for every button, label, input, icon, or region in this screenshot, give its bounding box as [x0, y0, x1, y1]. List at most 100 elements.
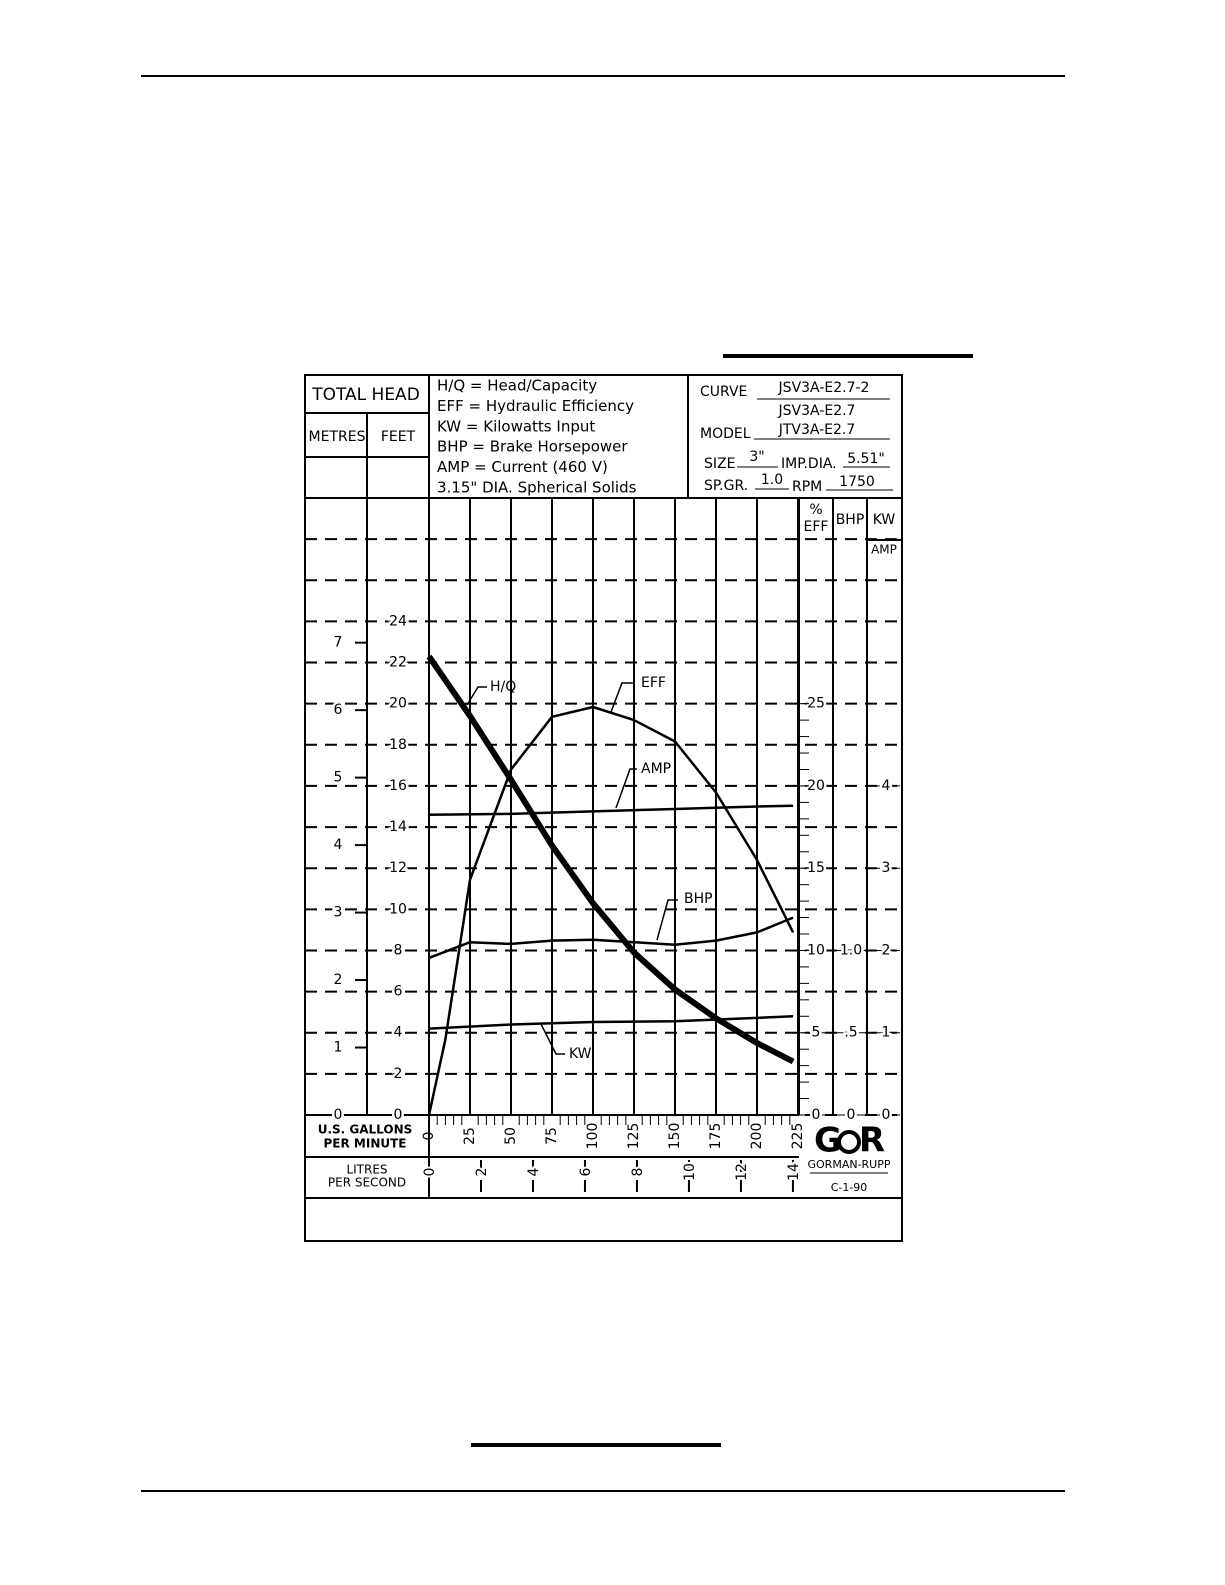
axis-header: AMP [871, 543, 897, 557]
series-line [427, 705, 795, 1116]
info-value: 3" [749, 449, 764, 465]
axis-header: BHP [836, 512, 865, 528]
series-line [426, 654, 795, 1065]
x-axis-label: U.S. GALLONS [318, 1123, 413, 1137]
legend-text: EFF = Hydraulic Efficiency [437, 397, 634, 415]
info-label: MODEL [700, 426, 751, 442]
info-label: CURVE [700, 384, 747, 400]
y2-tick-label: 15 [807, 860, 825, 876]
chart-frame [304, 374, 903, 1242]
y2-tick-label: 20 [807, 778, 825, 794]
y2-tick-label: 10 [807, 942, 825, 958]
y-tick-label: 0 [394, 1107, 403, 1123]
y-tick-label: 14 [389, 819, 407, 835]
y-tick-label: 4 [394, 1025, 403, 1041]
y2-tick-label: 0 [882, 1107, 891, 1123]
legend-text: H/Q = Head/Capacity [437, 377, 597, 395]
y-tick-label: 3 [334, 905, 343, 921]
x2-tick-label: 4 [526, 1167, 542, 1176]
x2-tick-label: 14 [786, 1163, 802, 1181]
series-label: H/Q [490, 679, 516, 695]
series-label: EFF [641, 675, 666, 691]
legend-text: KW = Kilowatts Input [437, 417, 595, 435]
x2-tick-label: 12 [734, 1163, 750, 1181]
info-value: JSV3A-E2.7-2 [778, 380, 870, 396]
x2-tick-label: 10 [682, 1163, 698, 1181]
y2-tick-label: 0 [812, 1107, 821, 1123]
x-tick-label: 175 [708, 1123, 724, 1150]
y-tick-label: 16 [389, 778, 407, 794]
y-tick-label: 6 [334, 702, 343, 718]
x2-tick-label: 6 [578, 1167, 594, 1176]
x-tick-label: 100 [585, 1123, 601, 1150]
y-tick-label: 4 [334, 837, 343, 853]
axis-header: EFF [804, 519, 829, 535]
series-line [428, 916, 794, 960]
x2-tick-label: 8 [630, 1168, 646, 1177]
y-tick-label: 12 [389, 860, 407, 876]
logo-letter: R [859, 1121, 885, 1161]
y-tick-label: 8 [394, 942, 403, 958]
info-label: SIZE [704, 456, 735, 472]
info-value: 5.51" [847, 451, 885, 467]
x-tick-label: 25 [462, 1127, 478, 1145]
x-tick-label: 125 [626, 1123, 642, 1150]
y2-tick-label: .5 [844, 1025, 857, 1041]
x-tick-label: 75 [544, 1127, 560, 1145]
y-tick-label: 1 [334, 1040, 343, 1056]
y2-tick-label: 25 [807, 696, 825, 712]
axis-header: % [809, 502, 822, 518]
x-tick-label: 50 [503, 1127, 519, 1145]
y-tick-label: 22 [389, 655, 407, 671]
series-label: BHP [684, 891, 713, 907]
y-tick-label: 5 [334, 770, 343, 786]
y2-tick-label: 0 [847, 1107, 856, 1123]
y2-tick-label: 5 [812, 1025, 821, 1041]
series-line [428, 804, 794, 816]
series-label: KW [569, 1046, 592, 1062]
y2-tick-label: 4 [882, 778, 891, 794]
y-tick-label: 2 [334, 972, 343, 988]
x-tick-label: 150 [667, 1123, 683, 1150]
info-value: JSV3A-E2.7 [778, 403, 856, 419]
x-axis-label: PER MINUTE [324, 1137, 407, 1151]
y2-tick-label: 3 [882, 860, 891, 876]
brand: GORMAN-RUPP [808, 1158, 891, 1171]
unit-header: FEET [381, 429, 416, 445]
y-tick-label: 20 [389, 696, 407, 712]
y2-tick-label: 2 [882, 942, 891, 958]
x2-axis-label: PER SECOND [328, 1176, 406, 1190]
unit-header: METRES [309, 429, 366, 445]
legend-text: 3.15" DIA. Spherical Solids [437, 479, 637, 497]
legend-text: BHP = Brake Horsepower [437, 438, 628, 456]
info-label: IMP.DIA. [781, 456, 837, 472]
info-value: 1.0 [761, 472, 783, 488]
x2-axis-label: LITRES [346, 1163, 387, 1177]
x-tick-label: 225 [790, 1123, 806, 1150]
y-tick-label: 0 [334, 1107, 343, 1123]
info-value: 1750 [839, 474, 875, 490]
logo-mark [837, 1130, 861, 1154]
title: TOTAL HEAD [311, 385, 420, 405]
y-tick-label: 24 [389, 613, 407, 629]
info-label: SP.GR. [704, 478, 748, 494]
code: C-1-90 [831, 1181, 868, 1194]
x2-tick-label: 2 [474, 1168, 490, 1177]
y-tick-label: 7 [334, 635, 343, 651]
series-line [428, 1015, 794, 1030]
y2-tick-label: 1 [882, 1025, 891, 1041]
axis-header: KW [873, 512, 896, 528]
legend-text: AMP = Current (460 V) [437, 458, 608, 476]
y-tick-label: 2 [394, 1066, 403, 1082]
x-tick-label: 200 [749, 1123, 765, 1150]
y2-tick-label: 1.0 [840, 942, 862, 958]
series-label: AMP [641, 761, 671, 777]
info-value: JTV3A-E2.7 [778, 422, 856, 438]
x-tick-label: 0 [421, 1132, 437, 1141]
info-label: RPM [792, 479, 822, 495]
x2-tick-label: 0 [422, 1168, 438, 1177]
y-tick-label: 18 [389, 737, 407, 753]
y-tick-label: 10 [389, 901, 407, 917]
